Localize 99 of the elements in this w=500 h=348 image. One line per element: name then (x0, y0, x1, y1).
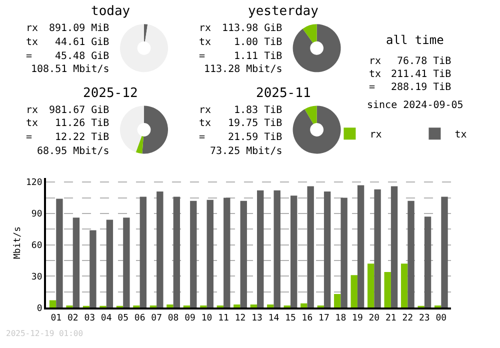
y-tick-label: 120 (26, 178, 42, 188)
bar (340, 198, 348, 308)
bar (257, 190, 264, 308)
x-tick-label: 19 (352, 313, 363, 324)
y-tick-label: 30 (31, 272, 42, 282)
donut-slice (136, 136, 144, 154)
x-tick-label: 09 (184, 313, 196, 324)
bar (49, 300, 56, 308)
text: 113.28 Mbit/s (204, 64, 282, 75)
x-tick-label: 01 (50, 313, 62, 324)
x-tick-label: 23 (419, 313, 430, 324)
y-axis-title: Mbit/s (12, 226, 23, 259)
bar (267, 304, 274, 308)
bar (274, 190, 280, 308)
bar (56, 198, 63, 308)
x-tick-label: 03 (84, 313, 96, 324)
donut-slice (142, 106, 168, 154)
x-tick-label: 17 (318, 313, 330, 324)
bar (357, 185, 364, 308)
text: = 288.19 TiB (369, 82, 452, 93)
y-tick-label: 0 (36, 304, 42, 314)
x-tick-label: 04 (100, 313, 112, 324)
text: rx 891.09 MiB (26, 23, 110, 34)
text: 68.95 Mbit/s (37, 146, 110, 157)
bar (334, 294, 341, 308)
bar (290, 196, 298, 308)
text: all time (386, 33, 444, 47)
bar (72, 218, 80, 308)
x-tick-label: 18 (335, 313, 346, 324)
donut-slice (292, 24, 341, 72)
x-tick-label: 08 (168, 313, 179, 324)
text: tx 19.75 TiB (199, 118, 282, 129)
text: tx 1.00 TiB (199, 37, 282, 48)
bar (90, 230, 96, 308)
x-tick-label: 21 (386, 313, 396, 324)
y-tick-label: 60 (31, 240, 42, 251)
bar (300, 303, 308, 308)
text: rx 76.78 TiB (369, 56, 452, 67)
bar (307, 186, 314, 308)
x-tick-label: 15 (285, 313, 296, 324)
x-tick-label: 10 (201, 313, 212, 324)
donut-slice (292, 106, 341, 154)
x-tick-label: 02 (67, 313, 78, 324)
text: tx 44.61 GiB (26, 37, 110, 48)
text: 73.25 Mbit/s (210, 146, 282, 157)
bar (106, 220, 114, 308)
bar (224, 198, 230, 308)
bar (234, 304, 240, 308)
text: 108.51 Mbit/s (31, 64, 110, 75)
chart-title: 2025-12 (83, 86, 138, 101)
legend-label: tx (454, 130, 467, 141)
x-tick-label: 12 (234, 313, 246, 324)
bar (350, 275, 358, 308)
y-tick-label: 90 (31, 210, 42, 220)
text: rx 113.98 GiB (199, 23, 282, 34)
bar (123, 218, 130, 308)
bar (240, 200, 247, 308)
bar (424, 216, 432, 308)
text: = 45.48 GiB (26, 51, 110, 62)
bar (408, 200, 414, 308)
bar (190, 200, 197, 308)
x-tick-label: 06 (134, 313, 146, 324)
x-tick-label: 20 (368, 313, 380, 324)
text: rx 1.83 TiB (199, 105, 282, 116)
donut-slice (304, 106, 317, 124)
chart-title: yesterday (248, 4, 319, 19)
text: = 12.22 TiB (26, 132, 110, 143)
x-tick-label: 14 (268, 313, 280, 324)
x-tick-label: 22 (402, 313, 414, 324)
bar (324, 191, 331, 308)
bar (140, 196, 147, 308)
text: since 2024-09-05 (367, 100, 464, 111)
donut-slice (120, 106, 144, 152)
x-tick-label: 11 (218, 313, 229, 324)
bar (368, 264, 374, 308)
bar (441, 196, 448, 308)
bar (374, 189, 381, 308)
bar (390, 186, 398, 308)
bar (166, 304, 174, 308)
bar (400, 264, 408, 308)
x-tick-label: 07 (151, 313, 162, 324)
text: tx 211.41 TiB (369, 69, 452, 80)
x-tick-label: 13 (252, 313, 262, 324)
text: = 1.11 TiB (199, 51, 282, 62)
bar (250, 304, 258, 308)
text: rx 981.67 GiB (26, 105, 110, 116)
bar (156, 191, 164, 308)
x-tick-label: 00 (436, 313, 447, 324)
legend-label: rx (370, 130, 382, 141)
bar (173, 196, 180, 308)
chart-title: today (91, 4, 130, 19)
x-tick-label: 05 (118, 313, 129, 324)
donut-slice (302, 24, 317, 43)
bar (384, 272, 391, 308)
text: = 21.59 TiB (199, 132, 282, 143)
bar (206, 200, 214, 308)
x-tick-label: 16 (302, 313, 313, 324)
text: tx 11.26 TiB (26, 118, 110, 129)
chart-title: 2025-11 (256, 86, 311, 101)
